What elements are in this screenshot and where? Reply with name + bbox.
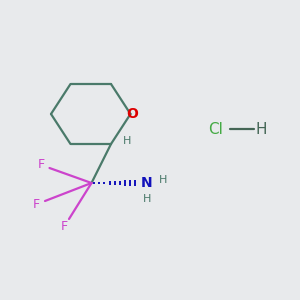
Text: Cl: Cl [208, 122, 224, 136]
Text: H: H [143, 194, 151, 205]
Text: F: F [38, 158, 45, 172]
Text: H: H [255, 122, 267, 136]
Text: O: O [126, 107, 138, 121]
Text: N: N [141, 176, 153, 190]
Text: F: F [61, 220, 68, 233]
Text: H: H [123, 136, 132, 146]
Text: H: H [159, 175, 168, 185]
Text: F: F [33, 198, 40, 211]
